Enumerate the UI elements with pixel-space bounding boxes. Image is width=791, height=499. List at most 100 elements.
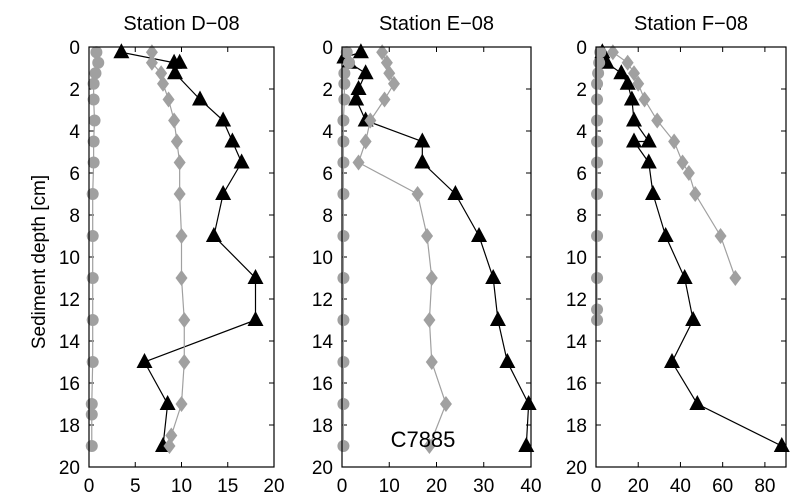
data-point-triangle: [520, 395, 537, 410]
y-tick-label: 0: [322, 38, 333, 59]
data-point-diamond: [651, 112, 664, 129]
data-point-circle: [86, 272, 99, 284]
data-point-triangle: [205, 227, 222, 242]
y-tick-label: 14: [59, 332, 81, 353]
data-point-diamond: [145, 44, 158, 61]
data-point-diamond: [423, 312, 436, 328]
data-point-triangle: [773, 437, 790, 452]
data-point-circle: [89, 67, 102, 80]
y-tick-label: 10: [566, 248, 587, 269]
y-tick-label: 10: [312, 248, 333, 269]
data-point-circle: [337, 114, 350, 127]
data-point-diamond: [175, 270, 188, 286]
x-tick-label: 10: [379, 476, 400, 497]
data-point-triangle: [215, 111, 232, 127]
data-point-triangle: [485, 269, 502, 284]
data-point-circle: [340, 46, 353, 59]
data-point-circle: [591, 272, 604, 284]
data-point-triangle: [414, 153, 431, 169]
data-point-diamond: [359, 133, 372, 150]
y-tick-label: 8: [322, 206, 333, 227]
data-point-diamond: [157, 75, 169, 92]
data-point-circle: [337, 398, 350, 410]
series-line-triangle: [121, 51, 257, 447]
y-tick-label: 12: [312, 290, 333, 311]
data-point-triangle: [348, 90, 365, 106]
y-tick-label: 6: [69, 164, 80, 185]
data-point-circle: [343, 56, 356, 69]
plot-frame: [88, 46, 275, 468]
data-point-triangle: [247, 269, 264, 284]
x-tick-label: 20: [628, 476, 649, 497]
series-line-circle: [91, 52, 99, 446]
x-tick-label: 60: [712, 476, 733, 497]
panel-title: Station D−08: [123, 13, 239, 35]
data-point-diamond: [170, 133, 183, 150]
data-point-diamond: [352, 154, 365, 171]
annotation-label: C7885: [391, 427, 456, 452]
data-point-circle: [337, 440, 350, 452]
data-point-triangle: [350, 80, 367, 95]
data-point-triangle: [192, 90, 208, 106]
data-point-circle: [591, 314, 604, 326]
series-line-circle: [342, 52, 350, 446]
data-point-triangle: [645, 185, 661, 200]
data-point-diamond: [165, 427, 178, 444]
data-point-diamond: [421, 228, 434, 244]
data-point-circle: [591, 135, 604, 148]
data-point-diamond: [425, 270, 438, 286]
data-point-triangle: [640, 153, 657, 169]
data-point-circle: [86, 230, 99, 242]
data-point-circle: [593, 56, 606, 69]
data-point-circle: [85, 398, 98, 410]
y-tick-label: 18: [59, 416, 80, 437]
y-tick-label: 12: [566, 290, 587, 311]
y-tick-label: 16: [59, 374, 80, 395]
data-point-circle: [90, 46, 103, 59]
data-point-diamond: [383, 65, 396, 82]
series-line-triangle: [601, 52, 783, 447]
data-point-circle: [338, 77, 351, 90]
data-point-triangle: [676, 269, 693, 284]
data-point-diamond: [173, 186, 186, 202]
data-point-triangle: [685, 311, 702, 326]
data-point-circle: [88, 114, 101, 127]
data-point-diamond: [145, 54, 158, 71]
data-point-triangle: [247, 311, 264, 326]
data-point-diamond: [729, 270, 742, 286]
data-point-diamond: [163, 438, 176, 454]
data-point-triangle: [657, 227, 674, 242]
x-tick-label: 10: [171, 476, 192, 497]
data-point-triangle: [471, 227, 488, 242]
data-point-triangle: [489, 311, 506, 326]
series-line-diamond: [357, 52, 447, 447]
x-tick-label: 80: [754, 476, 775, 497]
data-point-diamond: [387, 75, 400, 92]
data-point-triangle: [640, 132, 657, 148]
data-point-circle: [87, 77, 100, 90]
plot-frame: [595, 46, 787, 468]
y-tick-label: 8: [69, 206, 80, 227]
data-point-circle: [594, 46, 607, 59]
data-point-circle: [592, 67, 605, 80]
data-point-circle: [337, 314, 350, 326]
data-point-circle: [337, 188, 350, 200]
data-point-circle: [591, 114, 604, 127]
y-tick-label: 4: [69, 122, 80, 143]
x-tick-label: 40: [670, 476, 691, 497]
x-tick-label: 0: [84, 476, 95, 497]
y-tick-label: 14: [312, 332, 334, 353]
data-point-triangle: [447, 185, 464, 200]
y-tick-label: 4: [576, 122, 587, 143]
series-line-diamond: [151, 52, 185, 447]
data-point-triangle: [414, 132, 431, 148]
data-point-triangle: [136, 353, 153, 368]
data-point-circle: [86, 314, 99, 326]
data-point-circle: [85, 408, 98, 421]
data-point-circle: [591, 77, 604, 90]
series-line-triangle: [343, 51, 530, 447]
data-point-diamond: [682, 165, 695, 181]
y-tick-label: 0: [69, 38, 80, 59]
y-tick-label: 2: [69, 80, 80, 101]
data-point-triangle: [689, 395, 706, 410]
